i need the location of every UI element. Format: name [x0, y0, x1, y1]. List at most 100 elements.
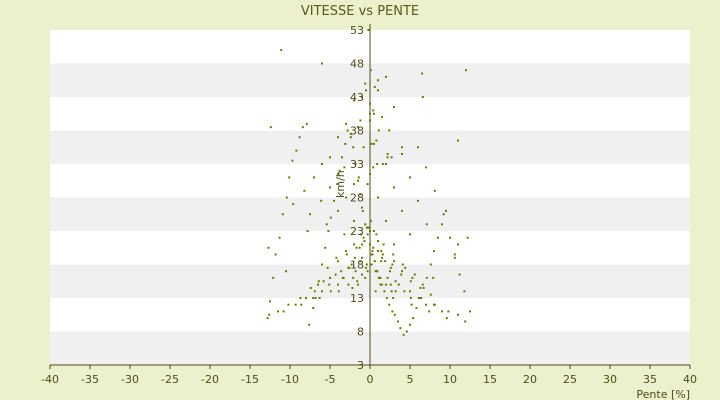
data-point — [433, 250, 435, 253]
data-point — [465, 69, 467, 72]
data-point — [457, 243, 459, 246]
data-point — [385, 297, 388, 299]
scatter-points — [266, 29, 471, 336]
data-point — [345, 250, 347, 253]
x-tick-label: 30 — [603, 373, 617, 386]
data-point — [274, 253, 277, 256]
data-point — [309, 286, 312, 289]
x-tick-label: 15 — [483, 373, 497, 386]
data-point — [269, 126, 272, 129]
data-point — [369, 219, 372, 222]
data-point — [397, 283, 400, 286]
data-point — [367, 226, 370, 229]
data-point — [409, 323, 411, 326]
y-tick-label: 38 — [350, 125, 364, 138]
data-point — [357, 126, 359, 129]
data-point — [337, 136, 339, 139]
data-point — [453, 256, 456, 259]
data-point — [337, 290, 340, 293]
data-point — [369, 243, 371, 246]
data-point — [366, 233, 369, 236]
data-point — [381, 163, 384, 165]
data-point — [356, 280, 359, 283]
data-point — [400, 273, 403, 276]
data-point — [322, 280, 325, 283]
data-point — [370, 142, 373, 145]
data-point — [466, 236, 469, 239]
data-point — [385, 75, 387, 78]
data-point — [338, 169, 341, 172]
data-point — [352, 146, 355, 149]
data-point — [375, 139, 378, 142]
data-point — [365, 263, 368, 266]
data-point — [374, 290, 377, 293]
data-point — [360, 233, 363, 236]
data-point — [353, 256, 356, 259]
data-point — [393, 260, 395, 263]
data-point — [445, 209, 447, 212]
data-point — [401, 146, 403, 149]
data-point — [377, 196, 379, 199]
x-tick-label: 10 — [443, 373, 457, 386]
data-point — [390, 156, 393, 159]
data-point — [457, 139, 459, 142]
data-point — [449, 236, 451, 239]
data-point — [294, 303, 297, 306]
data-point — [361, 206, 363, 209]
data-point — [369, 69, 372, 72]
data-point — [329, 290, 332, 293]
data-point — [361, 256, 363, 259]
data-point — [361, 243, 363, 246]
data-point — [386, 276, 389, 279]
y-tick-label: 43 — [350, 91, 364, 104]
data-point — [379, 283, 382, 286]
data-point — [381, 116, 383, 119]
data-point — [393, 243, 395, 246]
x-tick-label: 0 — [367, 373, 374, 386]
data-point — [361, 209, 364, 212]
data-point — [457, 313, 459, 316]
data-point — [393, 186, 395, 189]
data-point — [345, 253, 348, 256]
data-point — [390, 290, 393, 293]
data-point — [354, 163, 357, 165]
data-point — [373, 112, 375, 115]
data-point — [364, 82, 367, 85]
data-point — [350, 263, 353, 266]
data-point — [328, 283, 331, 286]
data-point — [425, 276, 428, 279]
data-point — [351, 286, 354, 289]
data-point — [320, 199, 323, 202]
data-point — [425, 223, 428, 226]
data-point — [354, 270, 357, 273]
data-point — [377, 79, 379, 82]
data-point — [369, 119, 371, 122]
data-point — [346, 129, 349, 132]
data-point — [391, 310, 394, 313]
data-point — [377, 250, 379, 253]
data-point — [269, 300, 271, 303]
data-point — [441, 223, 443, 226]
data-point — [420, 297, 423, 299]
data-point — [386, 156, 389, 159]
data-point — [385, 163, 387, 165]
data-point — [386, 152, 389, 155]
data-point — [336, 183, 339, 186]
data-point — [409, 176, 411, 179]
y-tick-label: 53 — [350, 24, 364, 37]
x-tick-label: -10 — [281, 373, 299, 386]
y-tick-label: 23 — [350, 225, 364, 238]
y-tick-label: 28 — [350, 192, 364, 205]
data-point — [401, 152, 403, 155]
data-point — [321, 62, 323, 65]
data-point — [306, 230, 309, 232]
data-point — [382, 243, 385, 246]
data-point — [299, 297, 302, 299]
data-point — [421, 283, 424, 286]
data-point — [421, 72, 423, 75]
data-point — [409, 233, 411, 236]
y-axis-label: km/h — [334, 170, 347, 198]
data-point — [383, 290, 386, 293]
data-point — [403, 290, 406, 293]
